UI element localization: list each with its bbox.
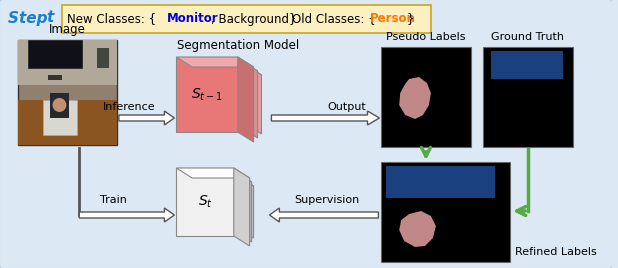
Bar — [381, 162, 510, 262]
Polygon shape — [188, 61, 242, 128]
Text: }: } — [406, 13, 413, 25]
Bar — [18, 100, 117, 145]
Bar — [18, 40, 117, 145]
Text: Ground Truth: Ground Truth — [491, 32, 564, 42]
Text: Inference: Inference — [103, 102, 155, 112]
Polygon shape — [186, 172, 235, 232]
Text: Person: Person — [370, 13, 415, 25]
Bar — [48, 75, 62, 80]
Bar — [28, 40, 82, 68]
Text: Step: Step — [8, 10, 53, 25]
Text: $S_t$: $S_t$ — [198, 194, 213, 210]
Polygon shape — [186, 172, 252, 182]
Bar — [386, 166, 495, 198]
Bar — [18, 40, 117, 85]
Text: Image: Image — [49, 24, 86, 36]
Bar — [97, 48, 109, 68]
Text: Refined Labels: Refined Labels — [515, 247, 597, 257]
Bar — [483, 47, 572, 147]
Text: t: t — [46, 10, 54, 25]
Polygon shape — [176, 57, 238, 132]
Text: Monitor: Monitor — [166, 13, 218, 25]
Polygon shape — [235, 172, 252, 242]
Text: , Background}: , Background} — [211, 13, 297, 25]
FancyArrow shape — [79, 208, 174, 222]
Polygon shape — [176, 168, 234, 236]
FancyBboxPatch shape — [62, 5, 431, 33]
Text: Segmentation Model: Segmentation Model — [177, 39, 299, 51]
Text: Pseudo Labels: Pseudo Labels — [386, 32, 466, 42]
Polygon shape — [176, 168, 250, 178]
Circle shape — [53, 98, 66, 112]
Bar — [43, 100, 77, 135]
FancyArrow shape — [119, 111, 174, 125]
FancyArrow shape — [271, 111, 379, 125]
Text: Output: Output — [328, 102, 366, 112]
Polygon shape — [234, 168, 250, 246]
FancyArrow shape — [269, 208, 378, 222]
Bar — [491, 51, 562, 79]
Polygon shape — [200, 65, 246, 124]
Bar — [381, 47, 470, 147]
Polygon shape — [196, 176, 238, 228]
Polygon shape — [196, 176, 253, 186]
Polygon shape — [176, 57, 253, 67]
Polygon shape — [399, 211, 436, 247]
Polygon shape — [188, 61, 258, 71]
Polygon shape — [246, 65, 261, 134]
Polygon shape — [238, 57, 253, 142]
Polygon shape — [242, 61, 258, 138]
Text: Train: Train — [101, 195, 127, 205]
Bar — [49, 93, 69, 118]
Text: Supervision: Supervision — [294, 195, 360, 205]
Polygon shape — [399, 77, 431, 119]
Polygon shape — [238, 176, 253, 238]
Text: $S_{t-1}$: $S_{t-1}$ — [191, 86, 223, 103]
Text: New Classes: {: New Classes: { — [67, 13, 156, 25]
Text: Old Classes: {: Old Classes: { — [292, 13, 376, 25]
Polygon shape — [200, 65, 261, 75]
